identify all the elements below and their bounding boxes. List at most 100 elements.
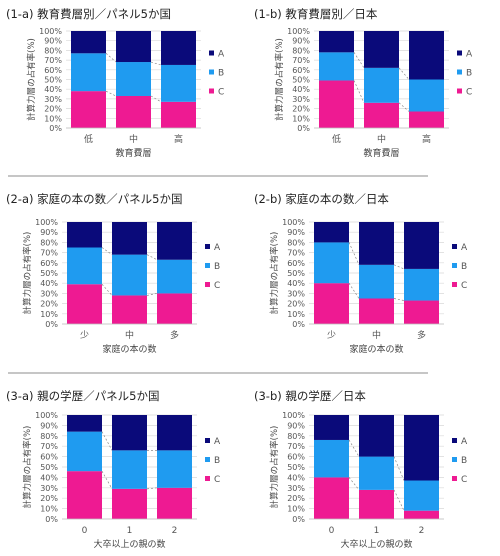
legend-label: B <box>214 456 220 466</box>
legend-swatch-c <box>457 88 462 94</box>
y-tick-label: 30% <box>292 95 310 104</box>
bar-segment-c <box>319 80 354 128</box>
y-axis-label: 計算力層の占有率(%) <box>22 426 33 509</box>
legend-swatch-c <box>205 476 210 481</box>
y-tick-label: 0% <box>292 320 305 329</box>
series-connector <box>398 102 410 112</box>
legend-label: C <box>218 88 224 98</box>
y-tick-label: 20% <box>292 105 310 114</box>
y-tick-label: 50% <box>40 463 58 472</box>
y-axis-label: 計算力層の占有率(%) <box>274 38 285 121</box>
y-tick-label: 90% <box>40 421 58 430</box>
y-tick-label: 80% <box>292 46 310 55</box>
legend-swatch-c <box>452 476 457 481</box>
legend: ABC <box>205 437 221 485</box>
y-tick-label: 50% <box>44 76 62 85</box>
y-tick-label: 60% <box>40 453 58 462</box>
series-connector <box>393 298 405 301</box>
chart-panel-4: (2-b) 家庭の本の数／日本 0%10%20% 30%40%50%60%70% 80… <box>254 192 468 355</box>
y-tick-label: 30% <box>44 95 62 104</box>
series-connector <box>146 293 158 296</box>
bar-segment-b <box>67 431 102 472</box>
bar-segment-b <box>161 64 196 102</box>
bar-segment-a <box>404 222 439 269</box>
x-axis-label: 大卒以上の親の数 <box>93 538 165 550</box>
series-connector <box>101 283 113 296</box>
legend-swatch-a <box>452 438 457 443</box>
series-connector <box>101 247 113 255</box>
bar-segment-b <box>319 52 354 81</box>
y-tick-label: 20% <box>287 300 305 309</box>
y-tick-label: 40% <box>287 473 305 482</box>
y-tick-label: 100% <box>39 27 62 36</box>
y-tick-label: 10% <box>287 310 305 319</box>
y-tick-label: 70% <box>44 56 62 65</box>
y-tick-label: 100% <box>35 218 58 227</box>
panel-title: (3-a) 親の学歴／パネル5か国 <box>6 389 159 403</box>
legend: ABC <box>452 243 468 291</box>
bar-segment-b <box>71 53 106 92</box>
y-tick-label: 10% <box>40 505 58 514</box>
series-connector <box>353 52 365 69</box>
y-tick-label: 0% <box>45 320 58 329</box>
legend-swatch-b <box>457 69 462 75</box>
x-tick-label: 中 <box>129 133 138 145</box>
x-axis-label: 大卒以上の親の数 <box>340 538 412 550</box>
x-axis-label: 家庭の本の数 <box>349 343 403 355</box>
y-tick-label: 60% <box>292 66 310 75</box>
series-connector <box>398 67 410 80</box>
legend-swatch-c <box>205 282 210 287</box>
y-tick-label: 50% <box>292 76 310 85</box>
bar-segment-b <box>157 259 192 294</box>
y-tick-label: 10% <box>292 114 310 123</box>
y-tick-label: 80% <box>44 46 62 55</box>
chart-panel-6: (3-b) 親の学歴／日本 0%10% 20%30% 40%50%60% 70%80% 9… <box>254 389 468 550</box>
series-connector <box>101 431 113 451</box>
bar-segment-a <box>157 222 192 260</box>
legend-label: C <box>214 475 220 485</box>
y-tick-label: 0% <box>292 515 305 524</box>
series-connector <box>393 489 405 511</box>
bar-segment-c <box>67 284 102 324</box>
x-tick-label: 中 <box>372 329 381 341</box>
y-tick-label: 70% <box>40 442 58 451</box>
x-tick-label: 1 <box>374 526 380 536</box>
bar-segment-a <box>314 415 349 440</box>
y-tick-label: 30% <box>287 484 305 493</box>
series-connector <box>348 242 360 265</box>
legend-label: B <box>214 262 220 272</box>
bar-segment-c <box>112 295 147 324</box>
bar-segment-c <box>404 300 439 324</box>
legend-swatch-c <box>452 282 457 287</box>
chart-panel-5: (3-a) 親の学歴／パネル5か国 0%10% 20%30% 40%50%60% 70%… <box>6 389 221 550</box>
bar-segment-b <box>314 439 349 478</box>
y-tick-label: 80% <box>287 432 305 441</box>
legend-label: B <box>218 69 224 79</box>
x-tick-label: 2 <box>172 526 178 536</box>
y-tick-label: 80% <box>287 238 305 247</box>
bar-segment-c <box>314 477 349 519</box>
y-tick-label: 50% <box>40 269 58 278</box>
panel-title: (1-b) 教育費層別／日本 <box>254 7 378 21</box>
bar-segment-c <box>161 101 196 128</box>
bar-segment-c <box>112 488 147 519</box>
y-tick-label: 0% <box>49 124 62 133</box>
series-connector <box>348 477 360 491</box>
legend-swatch-b <box>205 457 210 462</box>
y-tick-label: 20% <box>40 494 58 503</box>
legend-label: A <box>461 243 468 253</box>
legend-label: A <box>214 437 221 447</box>
legend-label: B <box>461 456 467 466</box>
legend-label: A <box>466 50 473 60</box>
y-tick-label: 60% <box>44 66 62 75</box>
x-tick-label: 高 <box>174 133 183 145</box>
bar-segment-c <box>359 489 394 519</box>
legend: ABC <box>205 243 221 291</box>
legend-label: B <box>461 262 467 272</box>
y-tick-label: 50% <box>287 269 305 278</box>
y-tick-label: 0% <box>297 124 310 133</box>
bar-segment-a <box>359 222 394 265</box>
series-connector <box>348 439 360 457</box>
bar-segment-a <box>157 415 192 451</box>
y-tick-label: 100% <box>282 411 305 420</box>
